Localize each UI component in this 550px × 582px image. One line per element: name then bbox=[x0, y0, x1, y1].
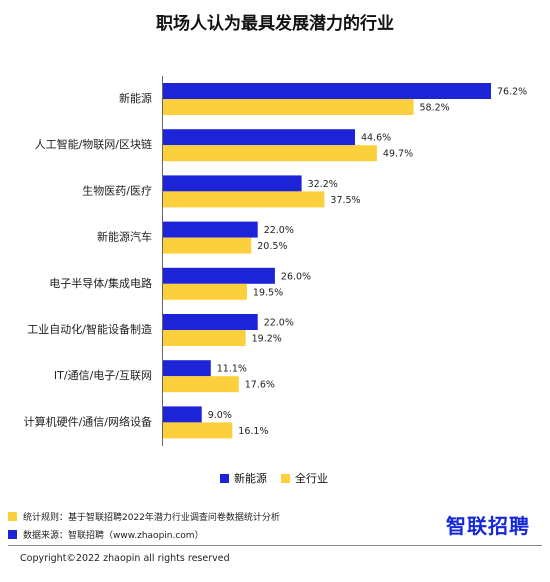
legend-label-new-energy: 新能源 bbox=[234, 472, 267, 485]
bar-new-energy bbox=[163, 267, 275, 284]
value-label: 19.2% bbox=[252, 334, 282, 345]
bar-new-energy bbox=[163, 221, 258, 238]
category-label: 生物医药/医疗 bbox=[82, 183, 152, 197]
footer-divider bbox=[8, 545, 542, 546]
bar-all-industry bbox=[163, 422, 233, 439]
chart-legend: 新能源 全行业 bbox=[220, 470, 328, 486]
value-label: 22.0% bbox=[264, 225, 294, 236]
bar-new-energy bbox=[163, 175, 302, 192]
bar-new-energy bbox=[163, 83, 491, 99]
category-label: 电子半导体/集成电路 bbox=[49, 276, 152, 290]
category-label: 计算机硬件/通信/网络设备 bbox=[24, 414, 152, 428]
zhaopin-logo: 智联招聘 bbox=[446, 510, 530, 539]
bar-all-industry bbox=[163, 99, 414, 115]
value-label: 76.2% bbox=[497, 87, 527, 98]
value-label: 19.5% bbox=[253, 287, 283, 298]
bar-all-industry bbox=[163, 237, 252, 254]
value-label: 26.0% bbox=[281, 271, 311, 282]
legend-item-new-energy: 新能源 bbox=[220, 470, 267, 486]
category-label: 新能源汽车 bbox=[97, 230, 152, 244]
value-label: 9.0% bbox=[208, 410, 232, 421]
bar-new-energy bbox=[163, 129, 355, 146]
category-label: 新能源 bbox=[119, 91, 152, 105]
bar-new-energy bbox=[163, 406, 202, 423]
value-label: 37.5% bbox=[330, 195, 360, 206]
bar-chart: 新能源 76.2% 58.2% 人工智能/物联网/区块链 44.6% 49.7% 生物医药/… bbox=[24, 76, 527, 446]
stat-rule-note: 统计规则：基于智联招聘2022年潜力行业调查问卷数据统计分析 bbox=[8, 510, 280, 523]
data-source-note: 数据来源：智联招聘（www.zhaopin.com） bbox=[8, 528, 204, 541]
bar-new-energy bbox=[163, 314, 258, 330]
value-label: 11.1% bbox=[217, 364, 247, 375]
bar-new-energy bbox=[163, 360, 211, 377]
bar-all-industry bbox=[163, 283, 247, 300]
data-source-text: 数据来源：智联招聘（www.zhaopin.com） bbox=[23, 531, 204, 541]
value-label: 16.1% bbox=[238, 426, 268, 437]
value-label: 32.2% bbox=[308, 179, 338, 190]
category-label: 工业自动化/智能设备制造 bbox=[27, 322, 152, 336]
legend-label-all-industry: 全行业 bbox=[295, 472, 328, 485]
legend-swatch-new-energy bbox=[220, 473, 229, 483]
value-label: 20.5% bbox=[257, 241, 287, 252]
logo-text: 智联招聘 bbox=[446, 514, 530, 538]
value-label: 22.0% bbox=[264, 318, 294, 329]
bar-all-industry bbox=[163, 191, 325, 208]
value-label: 58.2% bbox=[420, 103, 450, 114]
stat-rule-text: 统计规则：基于智联招聘2022年潜力行业调查问卷数据统计分析 bbox=[23, 513, 280, 523]
category-label: 人工智能/物联网/区块链 bbox=[35, 137, 152, 151]
legend-swatch-all-industry bbox=[281, 473, 290, 483]
legend-item-all-industry: 全行业 bbox=[281, 470, 328, 486]
bar-all-industry bbox=[163, 145, 377, 162]
value-label: 44.6% bbox=[361, 133, 391, 144]
bar-all-industry bbox=[163, 330, 246, 346]
copyright-text: Copyright©2022 zhaopin all rights reserv… bbox=[20, 553, 230, 564]
chart-title: 职场人认为最具发展潜力的行业 bbox=[156, 14, 394, 34]
yellow-square-icon bbox=[8, 512, 17, 521]
blue-square-icon bbox=[8, 530, 17, 539]
category-label: IT/通信/电子/互联网 bbox=[54, 369, 152, 382]
bar-all-industry bbox=[163, 376, 239, 393]
value-label: 49.7% bbox=[383, 149, 413, 160]
value-label: 17.6% bbox=[245, 380, 275, 391]
